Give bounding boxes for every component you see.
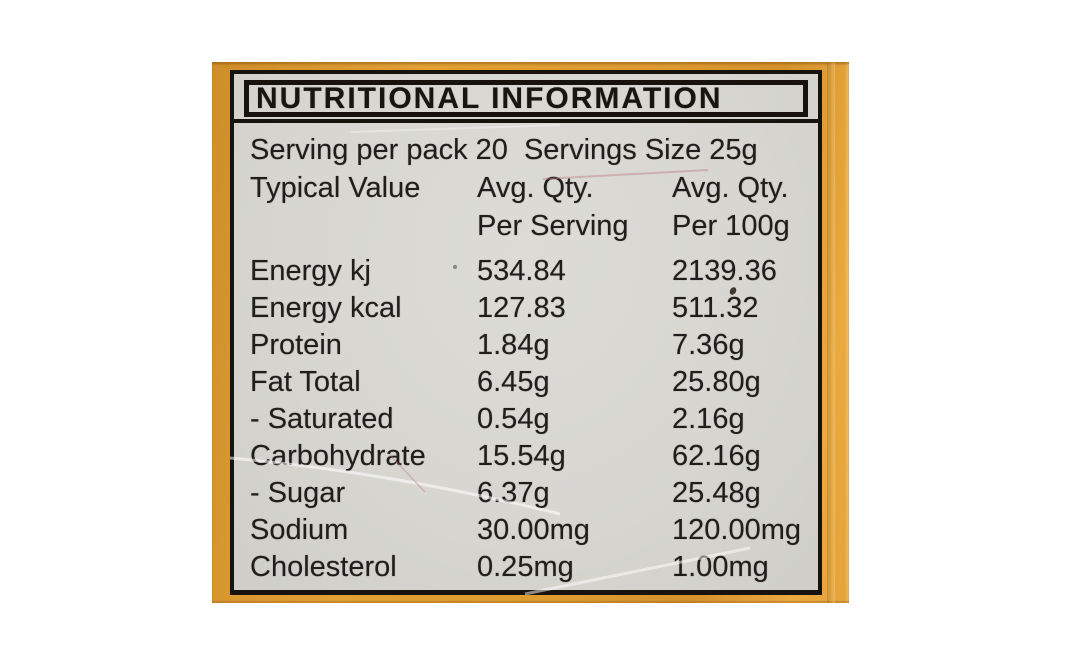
- nutrition-title: NUTRITIONAL INFORMATION: [256, 81, 723, 115]
- value-per-100g: 2.16g: [672, 403, 745, 435]
- value-per-100g: 2139.36: [672, 255, 777, 287]
- row-label: - Sugar: [250, 477, 346, 509]
- serving-info-line: Serving per pack 20 Servings Size 25g: [234, 131, 818, 169]
- value-per-100g: 7.36g: [672, 329, 745, 361]
- serving-size-text: Servings Size 25g: [523, 134, 758, 166]
- row-label: Protein: [250, 329, 342, 361]
- row-label: Fat Total: [250, 366, 361, 398]
- column-header-row-2: Per Serving Per 100g: [234, 207, 818, 245]
- nutrition-row-protein: Protein 1.84g 7.36g: [234, 327, 818, 364]
- nutrition-table-body: Energy kj 534.84 2139.36 Energy kcal 127…: [234, 253, 818, 586]
- value-per-serving: 0.54g: [477, 403, 550, 435]
- column-header-row-1: Typical Value Avg. Qty. Avg. Qty.: [234, 169, 818, 207]
- value-per-100g: 1.00mg: [672, 551, 769, 583]
- value-per-100g: 25.48g: [672, 477, 761, 509]
- column-header-per-serving-qty: Avg. Qty.: [477, 172, 594, 204]
- nutrition-row-sugar: - Sugar 6.37g 25.48g: [234, 475, 818, 512]
- row-label: - Saturated: [250, 403, 394, 435]
- value-per-100g: 62.16g: [672, 440, 761, 472]
- value-per-serving: 6.37g: [477, 477, 550, 509]
- nutrition-row-energy-kj: Energy kj 534.84 2139.36: [234, 253, 818, 290]
- row-label: Cholesterol: [250, 551, 397, 583]
- serving-per-pack-text: Serving per pack 20: [250, 134, 508, 166]
- value-per-serving: 30.00mg: [477, 514, 590, 546]
- nutrition-row-cholesterol: Cholesterol 0.25mg 1.00mg: [234, 549, 818, 586]
- nutrition-row-sodium: Sodium 30.00mg 120.00mg: [234, 512, 818, 549]
- nutrition-label: NUTRITIONAL INFORMATION Serving per pack…: [230, 70, 822, 595]
- package-background: NUTRITIONAL INFORMATION Serving per pack…: [212, 62, 849, 603]
- value-per-serving: 1.84g: [477, 329, 550, 361]
- column-header-per-serving: Per Serving: [477, 210, 629, 242]
- nutrition-row-fat-total: Fat Total 6.45g 25.80g: [234, 364, 818, 401]
- nutrition-row-carbohydrate: Carbohydrate 15.54g 62.16g: [234, 438, 818, 475]
- value-per-100g: 120.00mg: [672, 514, 801, 546]
- value-per-serving: 15.54g: [477, 440, 566, 472]
- row-label: Energy kcal: [250, 292, 402, 324]
- title-divider-rule: [234, 119, 818, 123]
- value-per-serving: 534.84: [477, 255, 566, 287]
- value-per-serving: 0.25mg: [477, 551, 574, 583]
- column-header-per-100g: Per 100g: [672, 210, 790, 242]
- row-label: Carbohydrate: [250, 440, 426, 472]
- column-header-typical-value: Typical Value: [250, 172, 421, 204]
- nutrition-row-energy-kcal: Energy kcal 127.83 511.32: [234, 290, 818, 327]
- value-per-100g: 511.32: [672, 292, 759, 324]
- column-header-per-100g-qty: Avg. Qty.: [672, 172, 789, 204]
- column-header-spacer: [250, 207, 477, 245]
- value-per-100g: 25.80g: [672, 366, 761, 398]
- nutrition-row-saturated: - Saturated 0.54g 2.16g: [234, 401, 818, 438]
- row-label: Sodium: [250, 514, 349, 546]
- row-label: Energy kj: [250, 255, 371, 287]
- value-per-serving: 6.45g: [477, 366, 550, 398]
- value-per-serving: 127.83: [477, 292, 566, 324]
- nutrition-title-box: NUTRITIONAL INFORMATION: [244, 80, 808, 117]
- package-fold-crease: [827, 62, 835, 603]
